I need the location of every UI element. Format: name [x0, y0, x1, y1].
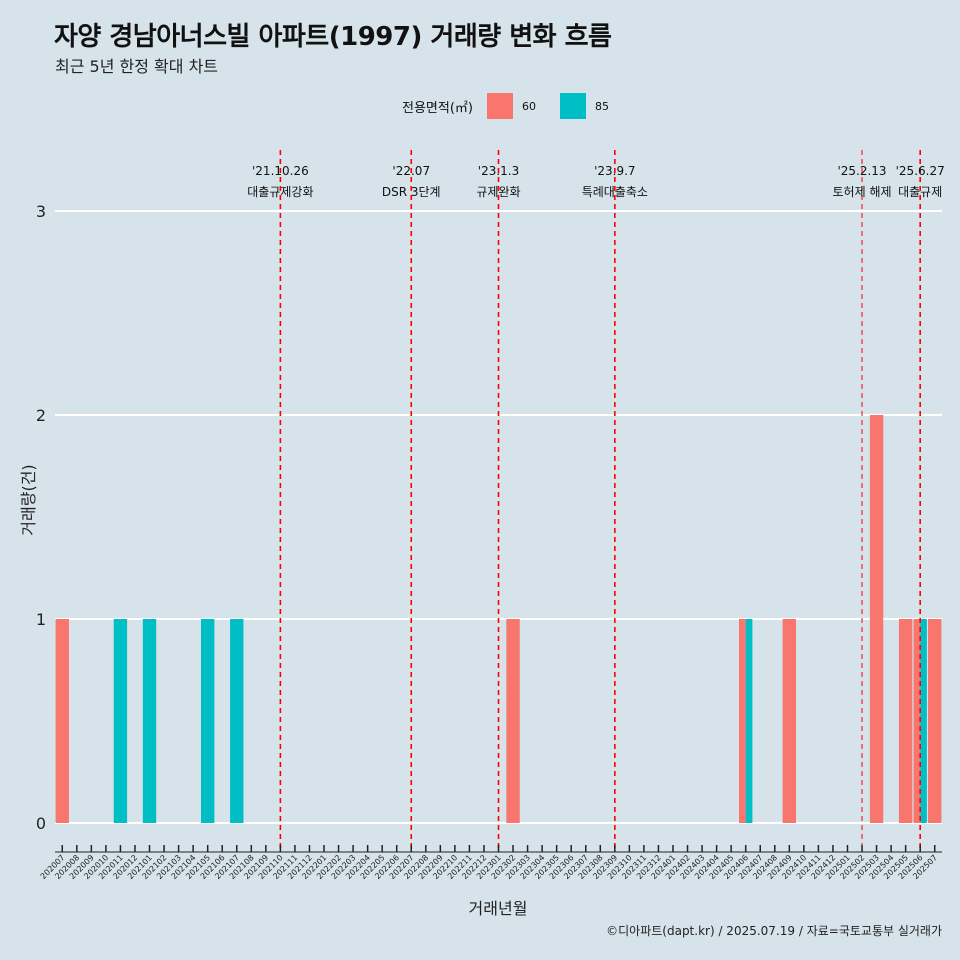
y-tick-label: 2: [36, 406, 46, 425]
bar-60-202302: [506, 619, 520, 823]
bar-60-202409: [782, 619, 797, 823]
event-date: '21.10.26: [252, 164, 309, 178]
bar-60-202507: [928, 619, 942, 823]
y-axis-title: 거래량(건): [19, 464, 38, 535]
bar-60-202007: [55, 619, 69, 823]
bar-60-202406: [739, 619, 746, 823]
bar-85-202406: [745, 619, 753, 823]
legend-swatch-60: [486, 93, 513, 119]
legend-label-60: 60: [521, 99, 536, 113]
bar-85-202506: [920, 619, 927, 823]
bar-60-202506: [913, 619, 921, 823]
source-caption: ©디아파트(dapt.kr) / 2025.07.19 / 자료=국토교통부 실…: [606, 924, 942, 938]
bar-60-202505: [898, 619, 913, 823]
x-axis: 2020072020082020092020102020112020122021…: [39, 845, 942, 881]
bar-85-202107: [230, 619, 244, 823]
event-date: '23.1.3: [478, 164, 519, 178]
event-label: 대출규제: [898, 185, 942, 199]
bar-85-202101: [142, 619, 157, 823]
event-label: 특례대출축소: [582, 185, 648, 199]
event-date: '25.2.13: [837, 164, 886, 178]
chart-title: 자양 경남아너스빌 아파트(1997) 거래량 변화 흐름: [54, 22, 612, 52]
bar-85-202105: [200, 619, 215, 823]
event-label: 대출규제강화: [247, 185, 313, 199]
event-date: '25.6.27: [896, 164, 945, 178]
event-label: 토허제 해제: [833, 185, 892, 199]
bar-85-202011: [113, 619, 128, 823]
x-axis-title: 거래년월: [469, 899, 528, 918]
gridlines: [55, 210, 942, 824]
y-tick-label: 1: [36, 610, 46, 629]
event-label: 규제완화: [476, 185, 520, 199]
legend-swatch-85: [559, 93, 586, 119]
chart-subtitle: 최근 5년 한정 확대 차트: [55, 57, 219, 76]
y-axis: 0 1 2 3: [36, 202, 46, 833]
event-date: '22.07: [392, 164, 430, 178]
event-markers: '21.10.26 대출규제강화 '22.07 DSR 3단계 '23.1.3 규제완화 '…: [247, 150, 945, 852]
event-label: DSR 3단계: [382, 185, 441, 199]
y-tick-label: 0: [36, 814, 46, 833]
bar-60-202503: [869, 415, 884, 823]
bars: [55, 415, 942, 823]
legend-title: 전용면적(㎡): [402, 100, 473, 116]
legend-label-85: 85: [594, 99, 609, 113]
legend: 전용면적(㎡) 60 85: [402, 93, 633, 119]
event-date: '23.9.7: [594, 164, 635, 178]
y-tick-label: 3: [36, 202, 46, 221]
